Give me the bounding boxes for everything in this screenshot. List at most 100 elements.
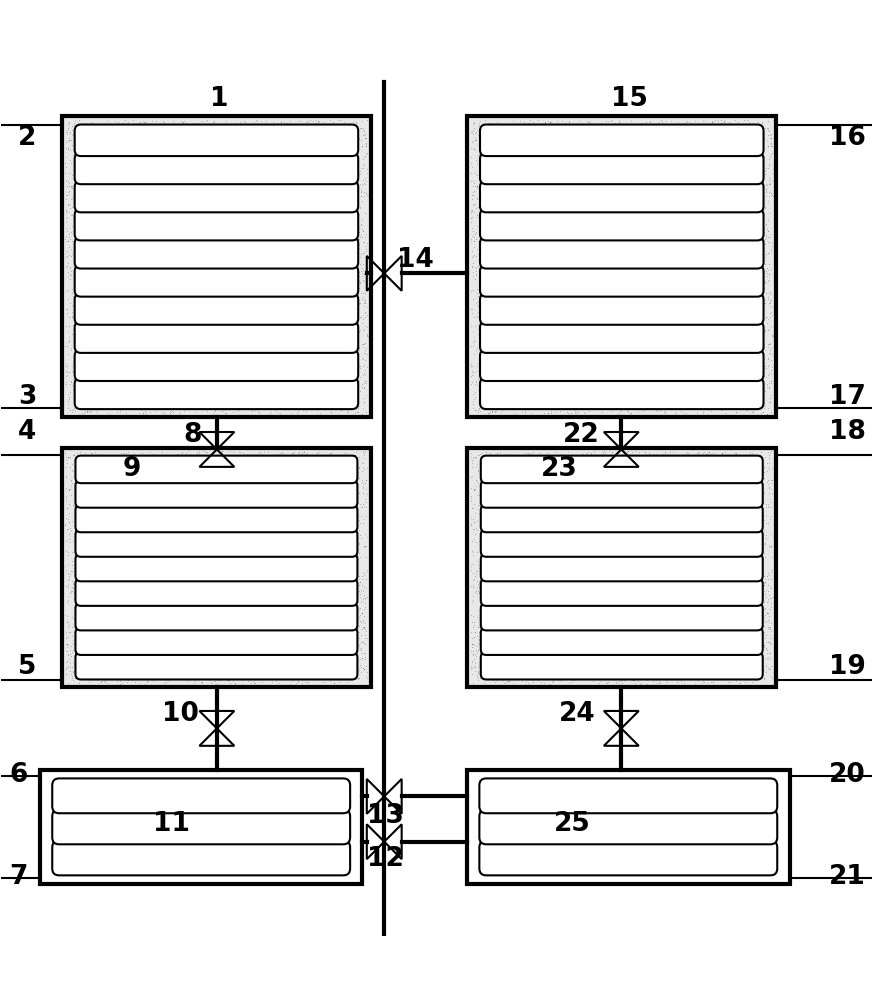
Point — [616, 542, 630, 558]
Point — [107, 179, 121, 195]
Point — [145, 310, 159, 326]
Point — [223, 657, 237, 673]
Point — [682, 653, 696, 669]
Point — [60, 358, 74, 374]
Point — [66, 371, 80, 387]
Point — [130, 628, 144, 644]
Point — [476, 348, 490, 364]
Point — [682, 515, 696, 531]
Point — [231, 398, 245, 414]
Point — [547, 541, 561, 557]
Point — [710, 305, 724, 321]
Point — [473, 475, 487, 491]
Point — [548, 373, 562, 389]
Point — [331, 249, 345, 265]
Point — [318, 566, 332, 582]
Point — [110, 562, 124, 578]
Point — [565, 226, 579, 242]
Point — [566, 506, 580, 522]
Point — [517, 495, 531, 511]
Point — [495, 212, 509, 228]
FancyBboxPatch shape — [481, 480, 763, 508]
Point — [201, 588, 215, 604]
Point — [602, 286, 616, 302]
Point — [319, 630, 333, 646]
Point — [151, 160, 165, 176]
Point — [131, 586, 145, 602]
Point — [572, 113, 586, 129]
Point — [152, 631, 166, 647]
Point — [307, 401, 321, 417]
Point — [762, 176, 776, 192]
Point — [359, 185, 373, 201]
Point — [572, 315, 586, 331]
Point — [124, 592, 138, 608]
Point — [566, 459, 580, 475]
Point — [205, 329, 219, 345]
Point — [256, 276, 270, 292]
Point — [331, 577, 345, 593]
Point — [307, 557, 321, 573]
Point — [745, 268, 759, 284]
Point — [203, 601, 217, 617]
Point — [346, 612, 360, 628]
Point — [555, 590, 569, 606]
Point — [714, 652, 728, 668]
Point — [610, 340, 624, 356]
Point — [174, 658, 188, 674]
Point — [114, 544, 128, 560]
Point — [464, 205, 478, 221]
Point — [71, 646, 85, 662]
Point — [750, 317, 764, 333]
Point — [736, 215, 750, 231]
Point — [176, 361, 190, 377]
Point — [152, 643, 166, 659]
Point — [287, 596, 301, 612]
Point — [188, 136, 202, 152]
Point — [742, 167, 756, 183]
Point — [300, 313, 314, 329]
Point — [185, 639, 199, 655]
Point — [584, 223, 598, 239]
Point — [681, 372, 695, 388]
Point — [532, 645, 546, 661]
Point — [265, 516, 279, 532]
Point — [727, 554, 741, 570]
Point — [611, 584, 625, 600]
Point — [524, 569, 538, 585]
Point — [88, 376, 102, 392]
Point — [710, 645, 724, 661]
Point — [169, 532, 183, 548]
Point — [206, 324, 220, 340]
Point — [122, 293, 136, 309]
Point — [218, 351, 232, 367]
Point — [317, 638, 331, 654]
Bar — [467, 116, 776, 417]
Point — [328, 161, 343, 177]
Point — [713, 162, 727, 178]
Point — [249, 341, 263, 357]
Point — [483, 507, 497, 523]
Point — [486, 162, 500, 178]
Point — [269, 361, 283, 377]
Point — [302, 318, 316, 334]
Point — [232, 170, 246, 186]
Point — [560, 338, 574, 354]
Point — [95, 384, 109, 400]
Point — [186, 388, 200, 404]
Point — [333, 592, 347, 608]
Point — [316, 632, 330, 648]
Point — [215, 347, 230, 363]
Point — [326, 179, 340, 195]
Point — [130, 583, 144, 599]
Point — [766, 359, 780, 375]
Point — [543, 152, 557, 168]
Point — [97, 389, 111, 405]
Point — [197, 333, 211, 349]
Point — [575, 458, 589, 474]
Point — [728, 467, 742, 483]
Point — [529, 655, 543, 671]
Point — [661, 546, 675, 562]
Point — [619, 211, 633, 227]
Point — [486, 388, 500, 404]
